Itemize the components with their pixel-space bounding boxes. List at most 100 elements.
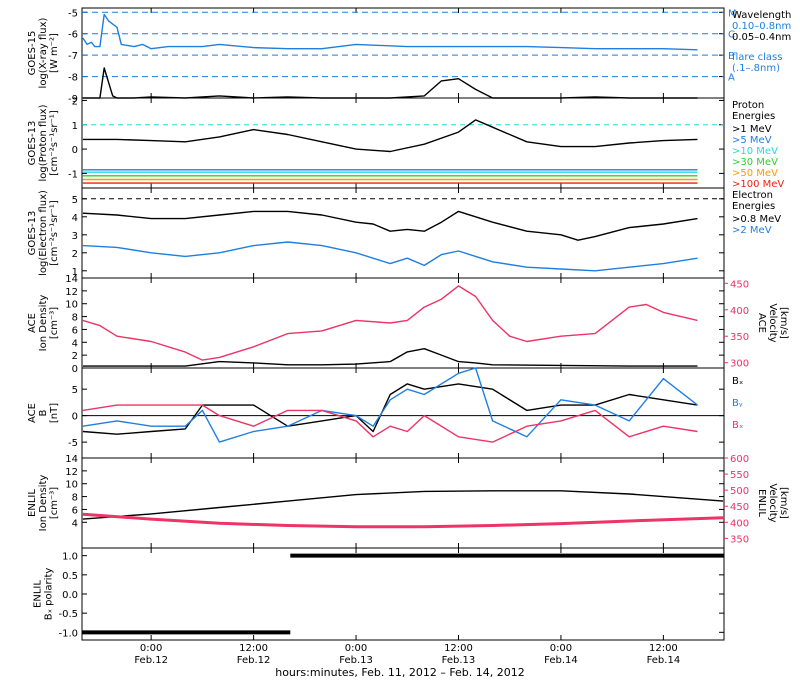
y-axis-label: Ion Density xyxy=(38,295,49,352)
y-tick-label: -0.5 xyxy=(58,609,78,620)
y2-tick-label: 350 xyxy=(730,534,749,545)
y2-tick-label: 600 xyxy=(730,454,749,465)
y-axis-label: ACE xyxy=(27,403,38,423)
y2-tick-label: 300 xyxy=(730,359,749,370)
legend-entry: >50 MeV xyxy=(732,168,778,179)
y-tick-label: -5 xyxy=(68,438,78,449)
series-line xyxy=(82,67,698,99)
series-line xyxy=(82,119,698,153)
y2-axis-label: Velocity xyxy=(767,303,778,342)
plot-layer: GOES-15 log(X-ray flux) [W m⁻²] -5 -6 -7 -8 -9 M… xyxy=(27,7,791,666)
y2-tick-label: 550 xyxy=(730,470,749,481)
y-axis-label: [cm⁻²s⁻¹sr⁻¹] xyxy=(49,110,60,176)
panel-enlil-density-velocity: ENLIL Ion Density [cm⁻³]468101214350400450… xyxy=(27,454,789,549)
y-axis-label: ACE xyxy=(27,313,38,333)
x-tick-date: Feb.12 xyxy=(134,655,168,666)
legend-entry: Bₓ xyxy=(732,376,743,387)
y-axis-label: ENLIL xyxy=(27,489,38,517)
y2-axis-label: [km/s] xyxy=(778,487,789,519)
flare-class-label: M xyxy=(728,8,737,19)
legend-entry: >30 MeV xyxy=(732,157,778,168)
series-line xyxy=(82,404,698,443)
panel-frame xyxy=(81,7,725,99)
y-tick-label: 5 xyxy=(72,195,78,206)
legend-entry: >10 MeV xyxy=(732,146,778,157)
y-axis-label: [W m⁻²] xyxy=(49,33,60,73)
y2-tick-label: 450 xyxy=(730,279,749,290)
x-tick-label: 12:00 xyxy=(444,643,473,654)
series-line xyxy=(82,490,724,520)
y-tick-label: 4 xyxy=(72,213,78,224)
y2-tick-label: 500 xyxy=(730,486,749,497)
flare-class-label: B xyxy=(728,51,735,62)
y-tick-label: 0 xyxy=(72,145,78,156)
legend-entry: flare class xyxy=(732,52,782,63)
legend-entry: >5 MeV xyxy=(732,135,772,146)
y2-axis-label: [km/s] xyxy=(778,307,789,339)
legend-entry: 0.10–0.8nm xyxy=(732,21,791,32)
y-tick-label: 0.5 xyxy=(62,571,78,582)
panel-frame xyxy=(81,187,725,279)
y-axis-label: log(X-ray flux) xyxy=(38,17,49,88)
panel-enlil-polarity: ENLIL Bₓ polarity 1.0 0.5 0.0 -0.5 -1.0 xyxy=(33,547,725,641)
legend-entry: Electron xyxy=(732,190,773,201)
y2-tick-label: 450 xyxy=(730,502,749,513)
y-tick-label: -8 xyxy=(68,73,78,84)
y2-axis-label: Velocity xyxy=(767,483,778,522)
y-tick-label: 12 xyxy=(65,287,78,298)
x-tick-date: Feb.12 xyxy=(237,655,271,666)
panel-frame xyxy=(81,367,725,459)
legend-entry: (.1–.8nm) xyxy=(732,63,780,74)
flare-class-label: C xyxy=(728,30,735,41)
legend-entry: Energies xyxy=(732,111,775,122)
legend-entry: 0.05–0.4nm xyxy=(732,32,791,43)
legend-entry: Proton xyxy=(732,100,764,111)
legend-entry: >1 MeV xyxy=(732,124,772,135)
y-tick-label: 12 xyxy=(65,467,78,478)
panel-xray: GOES-15 log(X-ray flux) [W m⁻²] -5 -6 -7 -8 -9 M… xyxy=(27,7,791,105)
y2-tick-label: 400 xyxy=(730,306,749,317)
legend-entry: Bₓ xyxy=(732,420,743,431)
series-line xyxy=(82,285,698,361)
x-tick-date: Feb.13 xyxy=(339,655,373,666)
y-tick-label: 14 xyxy=(65,454,78,465)
legend-entry: >100 MeV xyxy=(732,179,784,190)
y-tick-label: 1 xyxy=(72,267,78,278)
y-tick-label: 1 xyxy=(72,121,78,132)
series-line xyxy=(82,367,698,443)
y-tick-label: 0 xyxy=(72,364,78,375)
y-tick-label: -9 xyxy=(68,94,78,105)
y-axis-label: ENLIL xyxy=(33,580,44,608)
panel-ace-magnetic: ACE B [nT] 5 0 -5 Bₓ Bᵧ Bₓ xyxy=(27,367,743,459)
y-tick-label: 10 xyxy=(65,480,78,491)
y-axis-label: [cm⁻³] xyxy=(49,307,60,339)
y-axis-label: log(Proton flux) xyxy=(38,104,49,181)
y-tick-label: 8 xyxy=(72,493,78,504)
legend-entry: Bᵧ xyxy=(732,398,743,409)
y-tick-label: -1 xyxy=(68,169,78,180)
y2-tick-label: 400 xyxy=(730,518,749,529)
y-tick-label: 5 xyxy=(72,385,78,396)
y-tick-label: -5 xyxy=(68,8,78,19)
x-tick-label: 0:00 xyxy=(345,643,367,654)
y2-axis-label: ENLIL xyxy=(756,489,767,517)
panel-ace-density-velocity: ACE Ion Density [cm⁻³]02468101214300350400… xyxy=(27,274,789,375)
legend-entry: >0.8 MeV xyxy=(732,214,781,225)
y-tick-label: 8 xyxy=(72,313,78,324)
x-axis-label: hours:minutes, Feb. 11, 2012 – Feb. 14, … xyxy=(275,666,525,679)
y-axis-label: GOES-15 xyxy=(27,31,38,76)
y-tick-label: 14 xyxy=(65,274,78,285)
y-axis-label: [cm⁻²s⁻¹sr⁻¹] xyxy=(49,200,60,266)
legend-entry: >2 MeV xyxy=(732,225,772,236)
y-axis-label: Bₓ polarity xyxy=(44,568,55,621)
x-tick-label: 0:00 xyxy=(550,643,572,654)
y-tick-label: 1.0 xyxy=(62,552,78,563)
y-axis-label: log(Electron flux) xyxy=(38,190,49,276)
legend-entry: Wavelength xyxy=(732,10,791,21)
y-tick-label: -6 xyxy=(68,30,78,41)
y2-axis-label: ACE xyxy=(756,313,767,333)
y-axis-label: GOES-13 xyxy=(27,121,38,166)
y-tick-label: 3 xyxy=(72,231,78,242)
panel-proton: GOES-13 log(Proton flux) [cm⁻²s⁻¹sr⁻¹] 2 1 0 -… xyxy=(27,96,784,190)
